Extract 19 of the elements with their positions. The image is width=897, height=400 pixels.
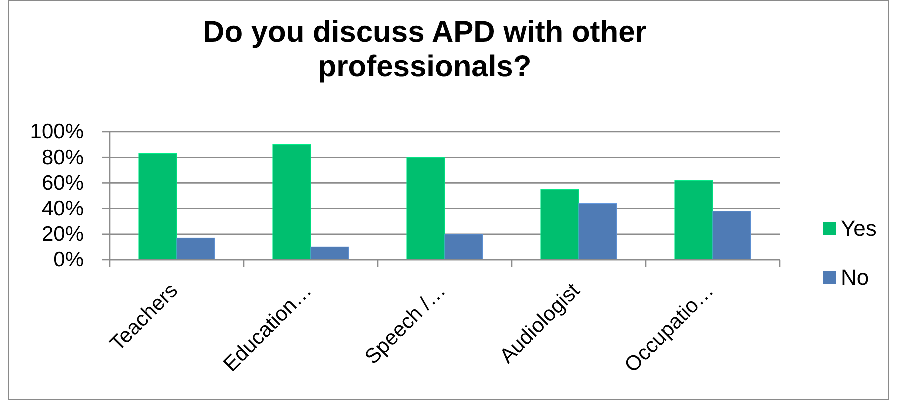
bar: [444, 234, 484, 260]
bar: [310, 246, 350, 260]
legend-label: Yes: [841, 216, 877, 241]
bar: [578, 203, 618, 260]
y-tick-label: 80%: [42, 146, 84, 170]
legend-label: No: [841, 265, 870, 290]
bar: [406, 157, 446, 260]
y-tick-label: 20%: [42, 223, 84, 246]
y-tick-label: 100%: [30, 120, 84, 144]
bar: [712, 211, 752, 260]
y-tick-label: 60%: [42, 172, 84, 195]
bar: [272, 144, 312, 260]
bar: [176, 238, 216, 260]
y-tick-label: 0%: [54, 248, 84, 272]
bar: [674, 180, 714, 260]
bar: [138, 153, 178, 260]
y-tick-label: 40%: [42, 198, 84, 221]
bar: [540, 189, 580, 260]
chart-title: Do you discuss APD with other professionals?: [203, 16, 648, 84]
